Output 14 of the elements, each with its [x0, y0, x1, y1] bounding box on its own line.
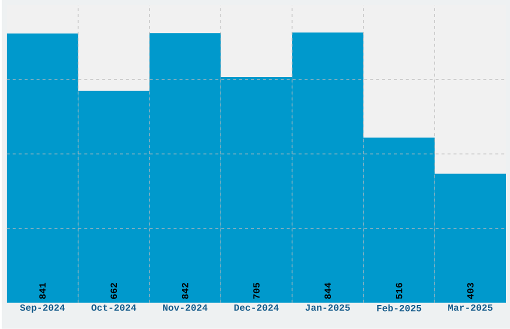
data-label: 842	[182, 283, 188, 299]
x-tick-label: Mar-2025	[448, 304, 492, 311]
data-label: 844	[324, 282, 331, 299]
x-tick-label: Dec-2024	[234, 304, 279, 311]
data-label: 662	[110, 283, 117, 299]
x-tick-label: Jan-2025	[306, 304, 350, 311]
data-label: 841	[39, 282, 46, 299]
data-label: 705	[253, 283, 260, 299]
x-tick-label: Oct-2024	[91, 304, 136, 311]
x-tick-label: Nov-2024	[163, 304, 208, 311]
data-label: 516	[396, 283, 402, 300]
x-tick-label: Sep-2024	[20, 304, 65, 313]
x-tick-label: Feb-2025	[377, 304, 422, 312]
data-label: 403	[467, 282, 474, 300]
